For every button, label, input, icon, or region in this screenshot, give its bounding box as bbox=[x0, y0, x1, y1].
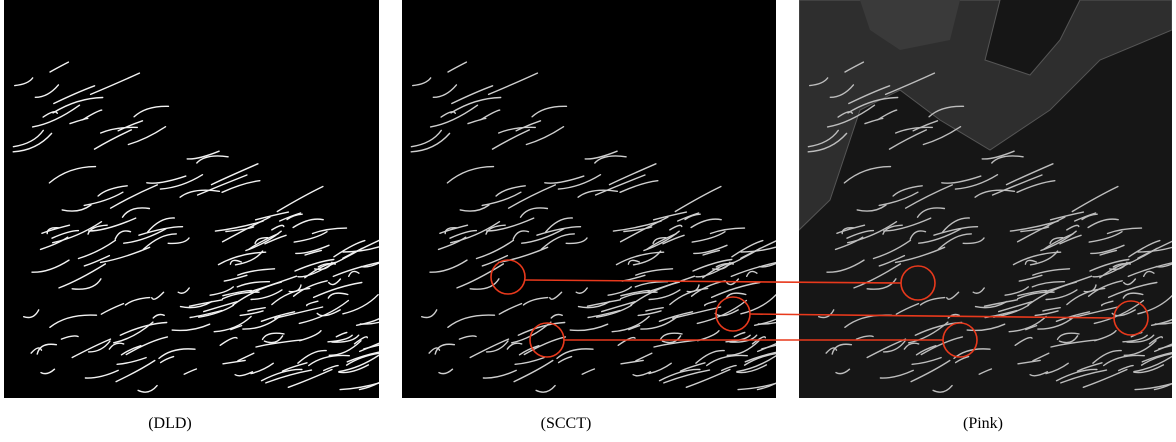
panel-dld bbox=[4, 0, 379, 398]
panel-scct bbox=[402, 0, 776, 398]
figure: (DLD) (SCCT) (Pink) bbox=[0, 0, 1176, 442]
caption: (DLD) bbox=[148, 415, 192, 432]
page: (DLD) (SCCT) (Pink) (() => { const data … bbox=[0, 0, 1176, 442]
caption: (SCCT) bbox=[541, 415, 592, 432]
caption: (Pink) bbox=[963, 415, 1003, 432]
